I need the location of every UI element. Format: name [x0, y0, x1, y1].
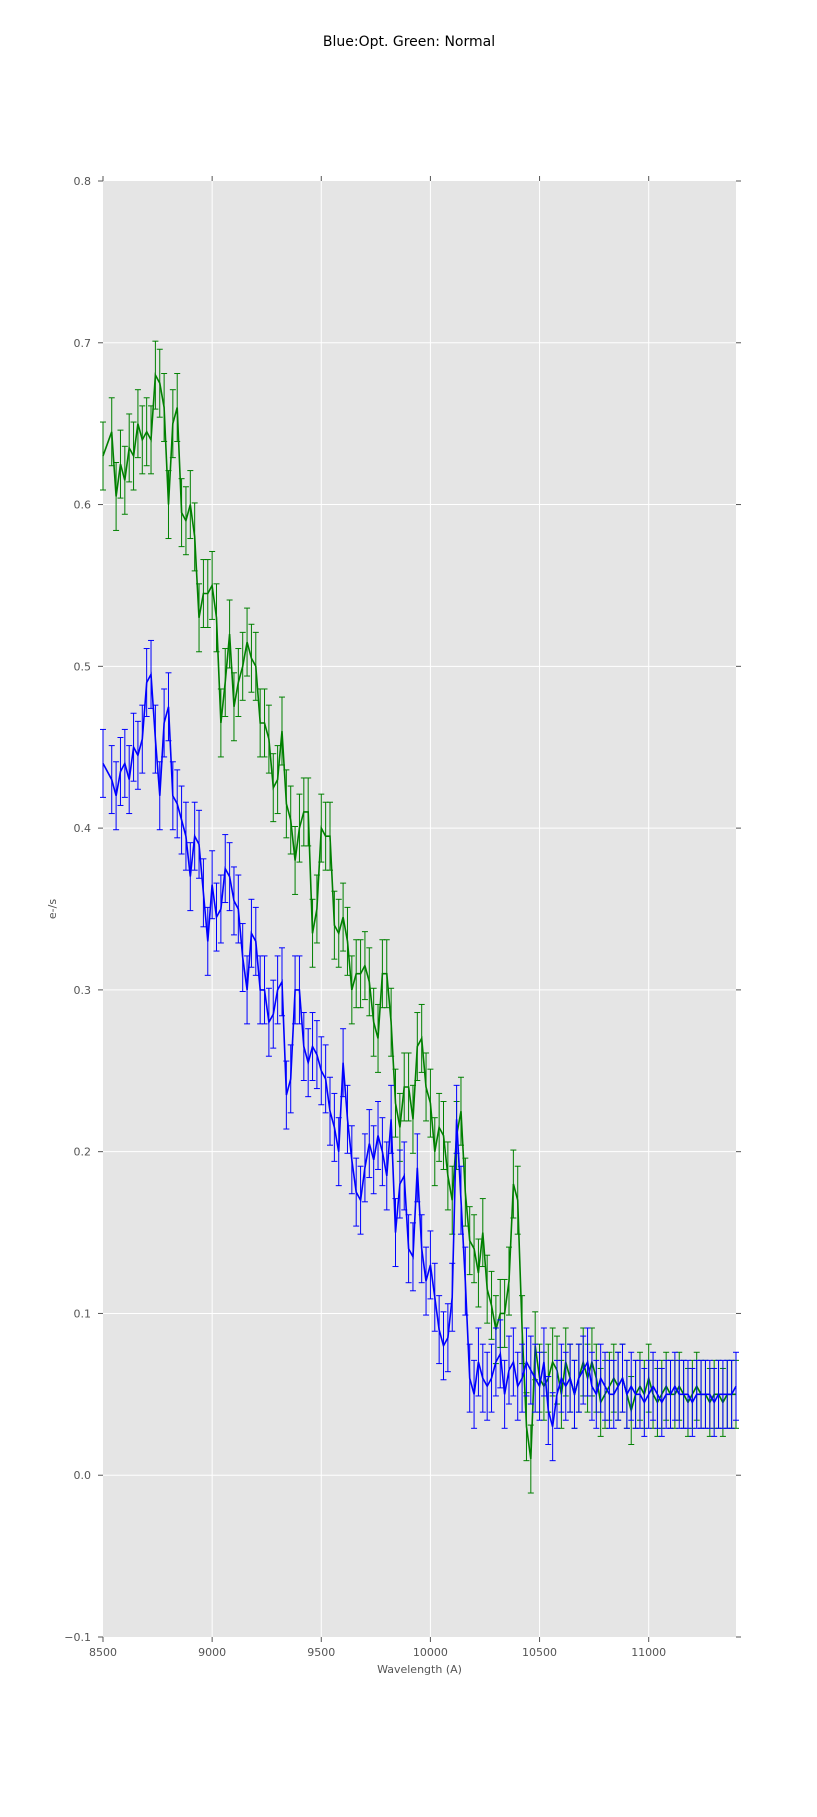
y-tick-label: −0.1: [64, 1631, 91, 1644]
y-axis-label: e-/s: [46, 899, 59, 919]
y-tick-label: 0.5: [74, 660, 92, 673]
x-tick-label: 9500: [307, 1646, 335, 1659]
x-axis-label: Wavelength (A): [377, 1663, 462, 1676]
x-tick-label: 9000: [198, 1646, 226, 1659]
series-2: [100, 639, 739, 1462]
x-tick-label: 10000: [413, 1646, 448, 1659]
y-tick-label: 0.6: [74, 499, 92, 512]
axes: −0.1 0.0 0.1 0.2 0.3 0.4 0.5 0.6 0.7 0.8 8500 9000 9…: [64, 175, 741, 1659]
series-line: [102, 671, 737, 1427]
series-layer: [100, 340, 739, 1494]
plot-background: [103, 181, 736, 1637]
y-tick-label: 0.8: [74, 175, 92, 188]
x-tick-label: 11000: [631, 1646, 666, 1659]
x-tick-label: 8500: [89, 1646, 117, 1659]
y-tick-label: 0.7: [74, 337, 92, 350]
y-tick-label: 0.3: [74, 984, 92, 997]
y-tick-label: 0.2: [74, 1146, 92, 1159]
x-tick-label: 10500: [522, 1646, 557, 1659]
y-tick-label: 0.4: [74, 822, 92, 835]
y-tick-label: 0.1: [74, 1307, 92, 1320]
y-tick-label: 0.0: [74, 1469, 92, 1482]
chart-title: Blue:Opt. Green: Normal: [323, 34, 495, 50]
